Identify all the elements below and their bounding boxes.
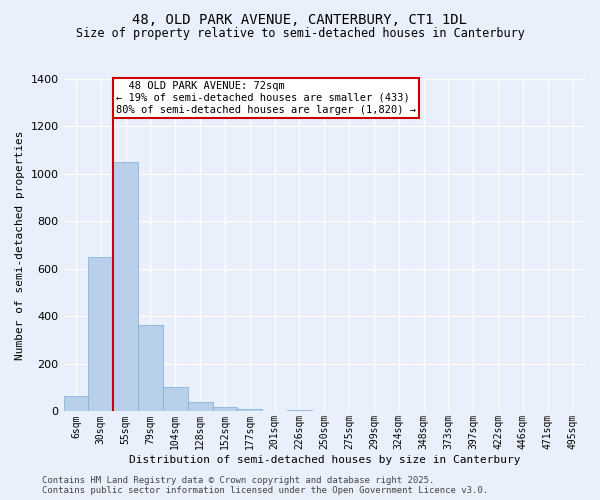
Bar (238, 409, 262, 412)
Text: 48, OLD PARK AVENUE, CANTERBURY, CT1 1DL: 48, OLD PARK AVENUE, CANTERBURY, CT1 1DL (133, 12, 467, 26)
Bar (113, 162, 138, 412)
Bar (212, 406, 238, 412)
Y-axis label: Number of semi-detached properties: Number of semi-detached properties (15, 130, 25, 360)
Text: Size of property relative to semi-detached houses in Canterbury: Size of property relative to semi-detach… (76, 28, 524, 40)
Bar (188, 402, 212, 411)
Bar (88, 257, 113, 412)
Bar (138, 325, 163, 412)
Bar (64, 396, 88, 411)
Bar (287, 410, 312, 412)
Text: Contains HM Land Registry data © Crown copyright and database right 2025.
Contai: Contains HM Land Registry data © Crown c… (42, 476, 488, 495)
Bar (163, 387, 188, 411)
Text: 48 OLD PARK AVENUE: 72sqm
← 19% of semi-detached houses are smaller (433)
80% of: 48 OLD PARK AVENUE: 72sqm ← 19% of semi-… (116, 82, 416, 114)
X-axis label: Distribution of semi-detached houses by size in Canterbury: Distribution of semi-detached houses by … (128, 455, 520, 465)
